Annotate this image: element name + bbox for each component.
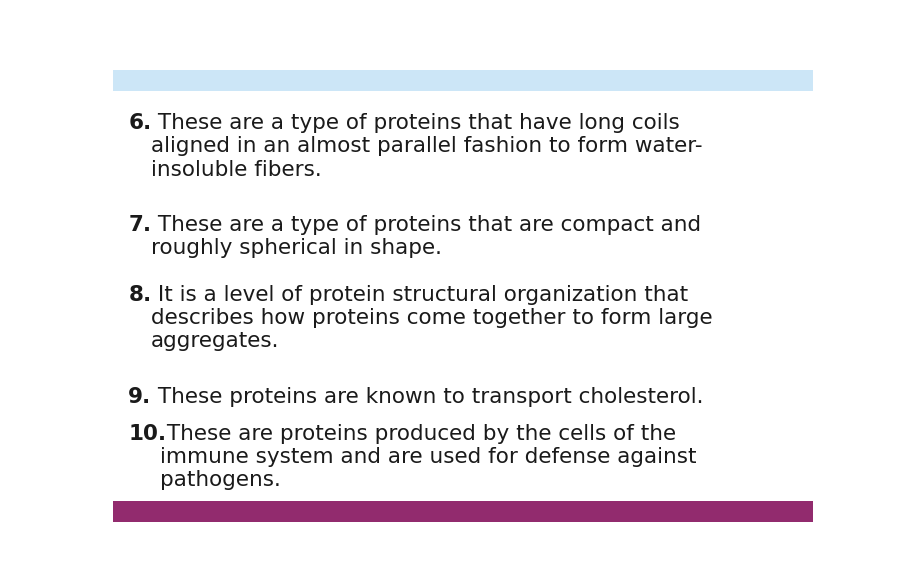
Bar [113, 501, 812, 522]
Text: These proteins are known to transport cholesterol.: These proteins are known to transport ch… [151, 387, 703, 407]
Text: These are a type of proteins that are compact and
roughly spherical in shape.: These are a type of proteins that are co… [151, 215, 700, 258]
Text: These are a type of proteins that have long coils
aligned in an almost parallel : These are a type of proteins that have l… [151, 113, 702, 179]
Text: These are proteins produced by the cells of the
immune system and are used for d: These are proteins produced by the cells… [160, 424, 695, 490]
Text: 10.: 10. [128, 424, 166, 444]
Text: 8.: 8. [128, 285, 152, 305]
Text: 7.: 7. [128, 215, 152, 235]
Text: It is a level of protein structural organization that
describes how proteins com: It is a level of protein structural orga… [151, 285, 712, 351]
Text: 6.: 6. [128, 113, 152, 133]
Bar [113, 70, 812, 91]
Text: 9.: 9. [128, 387, 152, 407]
